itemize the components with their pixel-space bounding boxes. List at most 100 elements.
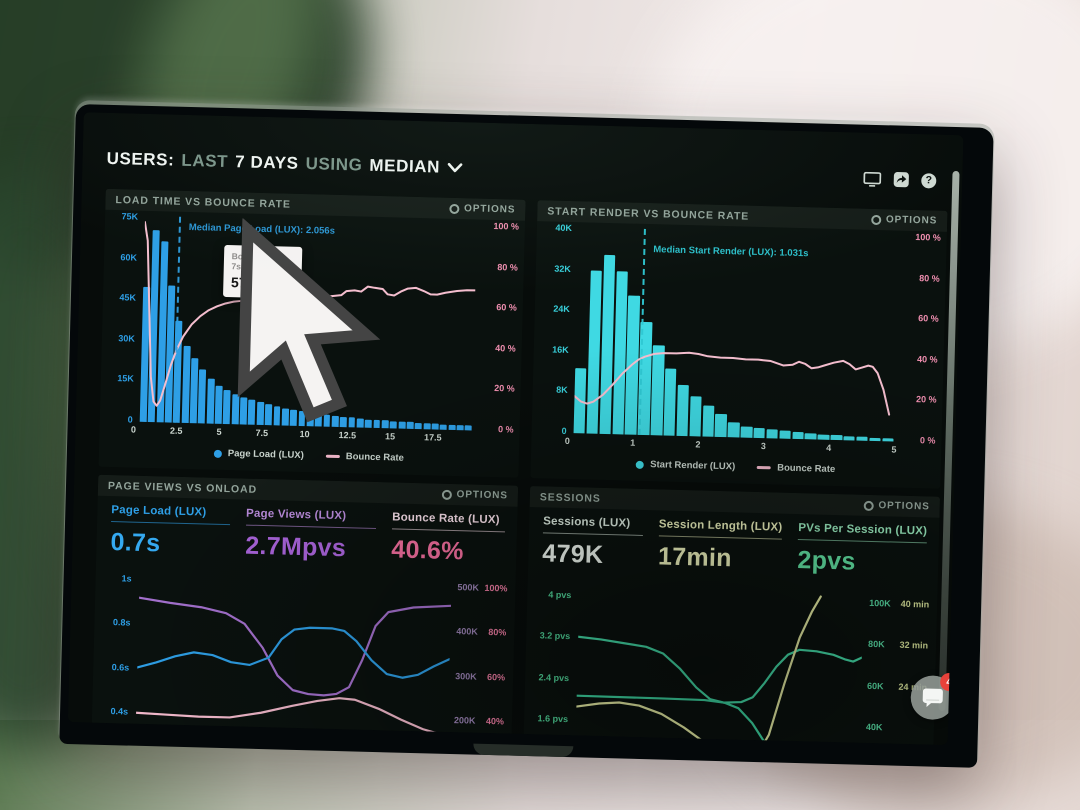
options-button[interactable]: OPTIONS [863, 500, 930, 513]
x-axis-label: 1 [630, 438, 635, 448]
mouse-cursor [140, 216, 477, 431]
metric-label: Page Load (LUX) [111, 504, 230, 519]
legend-item[interactable]: Start Render (LUX) [636, 459, 735, 473]
metric-pvs-per-session: PVs Per Session (LUX) 2pvs [797, 522, 927, 578]
chat-bubble-icon [921, 687, 944, 708]
x-axis-label: 0 [131, 425, 136, 435]
help-icon[interactable]: ? [921, 173, 936, 188]
panel-title: LOAD TIME VS BOUNCE RATE [115, 194, 291, 211]
y-axis-label: 32 min [899, 640, 928, 651]
y-axis-label: 40K [555, 223, 572, 233]
legend-item[interactable]: Bounce Rate [326, 451, 404, 464]
panel-title: SESSIONS [540, 491, 601, 505]
y-axis-label: 300K [455, 671, 477, 682]
header-title-segment: USING [305, 154, 362, 175]
y-axis-label: 200K [454, 715, 476, 726]
display-icon[interactable] [863, 171, 881, 186]
x-axis-label: 10 [299, 429, 309, 439]
legend-item[interactable]: Page Load (LUX) [214, 448, 304, 461]
y-axis-label: 60K [867, 681, 884, 691]
legend-label: Start Render (LUX) [650, 459, 735, 472]
metric-value: 17min [658, 542, 782, 574]
metrics-row: Sessions (LUX) 479K Session Length (LUX)… [528, 507, 940, 581]
y-axis-label: 32K [554, 263, 571, 273]
x-axis-label: 5 [891, 444, 896, 454]
panel-page-views-vs-onload: PAGE VIEWS VS ONLOAD OPTIONS Page Load (… [92, 475, 518, 736]
y-axis-label: 3.2 pvs [540, 631, 571, 642]
share-icon[interactable] [893, 171, 909, 187]
legend-label: Bounce Rate [777, 462, 835, 475]
metrics-row: Page Load (LUX) 0.7s Page Views (LUX) 2.… [96, 496, 518, 570]
options-button[interactable]: OPTIONS [449, 203, 516, 216]
metric-sessions: Sessions (LUX) 479K [542, 515, 643, 571]
metric-value: 2pvs [797, 546, 927, 578]
gear-icon [863, 500, 873, 510]
options-button[interactable]: OPTIONS [871, 214, 938, 227]
y-axis-label: 80 % [919, 273, 940, 284]
plot-area: Median Page Load (LUX): 2.056s Bounce Ra… [140, 216, 477, 431]
y-axis-label: 60% [487, 672, 505, 682]
metric-value: 40.6% [391, 535, 505, 567]
options-button[interactable]: OPTIONS [441, 489, 508, 502]
metric-label: Session Length (LUX) [659, 518, 783, 533]
legend-label: Page Load (LUX) [228, 448, 304, 461]
y-axis-label: 500K [457, 582, 479, 593]
metric-rule [111, 521, 230, 525]
y-axis-label: 20 % [494, 383, 515, 394]
y-axis-label: 0 [128, 414, 133, 424]
x-axis-label: 5 [216, 427, 221, 437]
metric-value: 2.7Mpvs [245, 532, 376, 564]
y-axis-label: 1.6 pvs [537, 713, 568, 724]
metric-label: Page Views (LUX) [246, 508, 376, 523]
plot-area: Median Start Render (LUX): 1.031s [574, 227, 899, 441]
header-title-segment: LAST [181, 151, 228, 172]
y-axis-label: 24K [553, 304, 570, 314]
y-axis-label: 8K [556, 385, 568, 395]
header-title-segment: USERS: [106, 149, 174, 171]
x-axis-label: 17.5 [424, 432, 442, 442]
gear-icon [449, 203, 459, 213]
y-axis-label: 2.4 pvs [538, 672, 569, 683]
y-axis-label: 40K [866, 722, 883, 732]
metric-rule [246, 525, 376, 529]
y-axis-label: 30K [118, 333, 135, 343]
metric-label: PVs Per Session (LUX) [798, 522, 927, 537]
x-axis-label: 7.5 [255, 428, 268, 438]
metric-page-load: Page Load (LUX) 0.7s [110, 504, 230, 560]
chart-legend: Page Load (LUX) Bounce Rate [99, 445, 519, 467]
plot-area [136, 566, 452, 736]
chat-button[interactable]: 4 [910, 675, 955, 720]
y-axis-label: 80 % [497, 262, 518, 273]
line-series [574, 227, 899, 441]
chat-badge: 4 [940, 673, 958, 691]
metric-value: 479K [542, 539, 642, 571]
metric-page-views: Page Views (LUX) 2.7Mpvs [245, 508, 376, 564]
y-axis-label: 16K [552, 344, 569, 354]
laptop-lid-notch [473, 744, 573, 758]
x-axis-label: 3 [761, 441, 766, 451]
metric-rule [392, 528, 505, 532]
y-axis-label: 80% [488, 627, 506, 637]
chart-legend: Start Render (LUX) Bounce Rate [531, 456, 941, 478]
legend-item[interactable]: Bounce Rate [757, 462, 835, 475]
y-axis-label: 60 % [496, 302, 517, 313]
y-axis-label: 75K [121, 211, 138, 221]
x-axis-label: 4 [826, 443, 831, 453]
y-axis-label: 0 % [920, 435, 936, 445]
y-axis-label: 0.6s [112, 662, 130, 672]
y-axis-label: 60 % [918, 313, 939, 324]
legend-swatch-line-icon [757, 466, 771, 469]
y-axis-label: 40 % [495, 343, 516, 354]
y-axis-label: 4 pvs [548, 590, 571, 601]
